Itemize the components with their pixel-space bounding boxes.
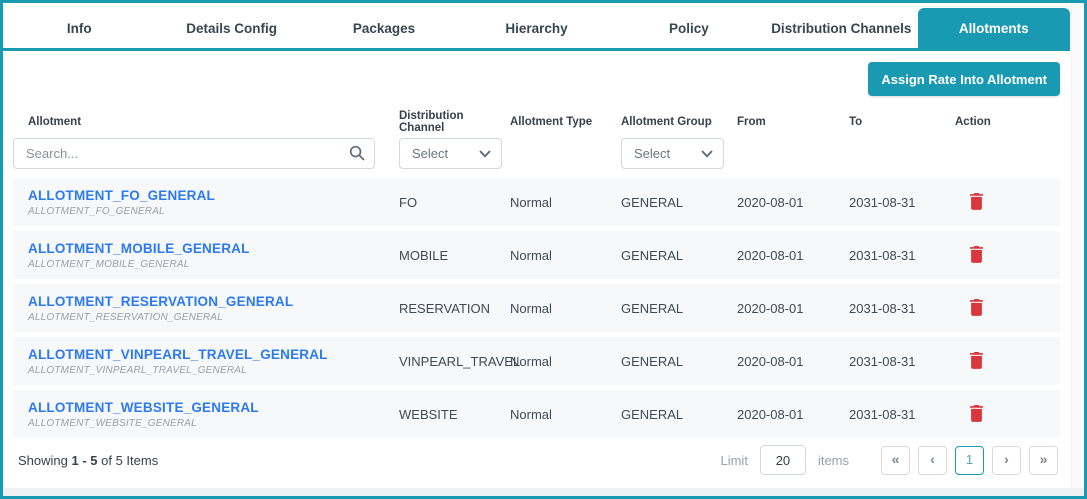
table-row: ALLOTMENT_FO_GENERAL ALLOTMENT_FO_GENERA… bbox=[13, 178, 1060, 226]
allotment-group-cell: GENERAL bbox=[621, 406, 684, 422]
distribution-channel-cell: VINPEARL_TRAVEL bbox=[399, 353, 521, 369]
current-page-button[interactable]: 1 bbox=[955, 445, 984, 475]
allotment-code: ALLOTMENT_RESERVATION_GENERAL bbox=[28, 311, 223, 323]
distribution-channel-select-value: Select bbox=[412, 146, 449, 161]
trash-icon bbox=[969, 246, 984, 266]
search-input[interactable] bbox=[13, 138, 375, 169]
table-row: ALLOTMENT_MOBILE_GENERAL ALLOTMENT_MOBIL… bbox=[13, 231, 1060, 279]
allotment-link[interactable]: ALLOTMENT_MOBILE_GENERAL bbox=[28, 240, 250, 256]
limit-input[interactable] bbox=[759, 445, 806, 475]
column-header-action: Action bbox=[955, 116, 991, 128]
assign-rate-into-allotment-button[interactable]: Assign Rate Into Allotment bbox=[868, 62, 1060, 96]
results-range: 1 - 5 bbox=[71, 452, 98, 468]
delete-button[interactable] bbox=[967, 350, 986, 371]
search-field-wrap bbox=[13, 138, 375, 169]
allotment-group-select[interactable]: Select bbox=[621, 138, 724, 169]
allotment-code: ALLOTMENT_MOBILE_GENERAL bbox=[28, 258, 190, 270]
table-row: ALLOTMENT_VINPEARL_TRAVEL_GENERAL ALLOTM… bbox=[13, 337, 1060, 385]
allotment-group-cell: GENERAL bbox=[621, 247, 684, 263]
chevron-down-icon bbox=[479, 146, 491, 161]
distribution-channel-select[interactable]: Select bbox=[399, 138, 502, 169]
column-header-to: To bbox=[849, 116, 863, 128]
to-date-cell: 2031-08-31 bbox=[849, 300, 916, 316]
allotment-code: ALLOTMENT_WEBSITE_GENERAL bbox=[28, 417, 197, 429]
last-page-button[interactable]: » bbox=[1029, 445, 1058, 475]
horizontal-scrollbar[interactable] bbox=[3, 488, 1084, 496]
to-date-cell: 2031-08-31 bbox=[849, 247, 916, 263]
allotment-group-cell: GENERAL bbox=[621, 353, 684, 369]
tab-allotments[interactable]: Allotments bbox=[917, 8, 1070, 48]
next-page-button[interactable]: › bbox=[992, 445, 1021, 475]
from-date-cell: 2020-08-01 bbox=[737, 353, 804, 369]
previous-page-button[interactable]: ‹ bbox=[918, 445, 947, 475]
allotment-type-cell: Normal bbox=[510, 300, 552, 316]
pagination: « ‹ 1 › » bbox=[873, 445, 1058, 475]
trash-icon bbox=[969, 299, 984, 319]
trash-icon bbox=[969, 193, 984, 213]
column-header-allotment-type: Allotment Type bbox=[510, 116, 593, 128]
limit-label: Limit bbox=[720, 452, 748, 468]
tab-hierarchy[interactable]: Hierarchy bbox=[505, 20, 568, 36]
tab-policy[interactable]: Policy bbox=[669, 20, 709, 36]
column-header-distribution-channel: Distribution Channel bbox=[399, 110, 464, 134]
table-body: ALLOTMENT_FO_GENERAL ALLOTMENT_FO_GENERA… bbox=[13, 178, 1060, 438]
column-header-allotment: Allotment bbox=[28, 116, 82, 128]
allotment-type-cell: Normal bbox=[510, 194, 552, 210]
filter-row: Select Select bbox=[13, 138, 1060, 169]
allotment-type-cell: Normal bbox=[510, 406, 552, 422]
allotment-link[interactable]: ALLOTMENT_RESERVATION_GENERAL bbox=[28, 293, 294, 309]
results-summary: Showing 1 - 5 of 5 Items bbox=[18, 452, 159, 468]
search-icon bbox=[349, 145, 365, 166]
distribution-channel-cell: MOBILE bbox=[399, 247, 449, 263]
tab-bar: Info Details Config Packages Hierarchy P… bbox=[3, 3, 1070, 51]
chevron-down-icon bbox=[701, 146, 713, 161]
allotment-group-cell: GENERAL bbox=[621, 300, 684, 316]
allotment-type-cell: Normal bbox=[510, 247, 552, 263]
delete-button[interactable] bbox=[967, 191, 986, 212]
column-header-allotment-group: Allotment Group bbox=[621, 116, 712, 128]
first-page-button[interactable]: « bbox=[881, 445, 910, 475]
from-date-cell: 2020-08-01 bbox=[737, 194, 804, 210]
table-footer: Showing 1 - 5 of 5 Items Limit items « ‹… bbox=[13, 445, 1060, 475]
from-date-cell: 2020-08-01 bbox=[737, 247, 804, 263]
table-row: ALLOTMENT_RESERVATION_GENERAL ALLOTMENT_… bbox=[13, 284, 1060, 332]
table-row: ALLOTMENT_WEBSITE_GENERAL ALLOTMENT_WEBS… bbox=[13, 390, 1060, 438]
toolbar: Assign Rate Into Allotment bbox=[13, 62, 1060, 96]
column-header-from: From bbox=[737, 116, 766, 128]
allotment-type-cell: Normal bbox=[510, 353, 552, 369]
allotment-group-cell: GENERAL bbox=[621, 194, 684, 210]
to-date-cell: 2031-08-31 bbox=[849, 406, 916, 422]
delete-button[interactable] bbox=[967, 403, 986, 424]
to-date-cell: 2031-08-31 bbox=[849, 194, 916, 210]
from-date-cell: 2020-08-01 bbox=[737, 406, 804, 422]
distribution-channel-cell: FO bbox=[399, 194, 418, 210]
allotment-code: ALLOTMENT_VINPEARL_TRAVEL_GENERAL bbox=[28, 364, 247, 376]
to-date-cell: 2031-08-31 bbox=[849, 353, 916, 369]
trash-icon bbox=[969, 352, 984, 372]
trash-icon bbox=[969, 405, 984, 425]
tab-packages[interactable]: Packages bbox=[352, 20, 416, 36]
items-label: items bbox=[817, 452, 849, 468]
delete-button[interactable] bbox=[967, 297, 986, 318]
from-date-cell: 2020-08-01 bbox=[737, 300, 804, 316]
table-header-row: Allotment Distribution Channel Allotment… bbox=[13, 110, 1060, 134]
allotment-link[interactable]: ALLOTMENT_VINPEARL_TRAVEL_GENERAL bbox=[28, 346, 328, 362]
allotment-link[interactable]: ALLOTMENT_WEBSITE_GENERAL bbox=[28, 399, 259, 415]
allotment-code: ALLOTMENT_FO_GENERAL bbox=[28, 205, 165, 217]
tab-info[interactable]: Info bbox=[66, 20, 92, 36]
delete-button[interactable] bbox=[967, 244, 986, 265]
distribution-channel-cell: WEBSITE bbox=[399, 406, 458, 422]
allotment-group-select-value: Select bbox=[634, 146, 671, 161]
allotment-link[interactable]: ALLOTMENT_FO_GENERAL bbox=[28, 187, 216, 203]
distribution-channel-cell: RESERVATION bbox=[399, 300, 491, 316]
vertical-scrollbar[interactable] bbox=[1071, 3, 1084, 496]
tab-distribution-channels[interactable]: Distribution Channels bbox=[771, 20, 912, 36]
tab-details-config[interactable]: Details Config bbox=[186, 20, 278, 36]
